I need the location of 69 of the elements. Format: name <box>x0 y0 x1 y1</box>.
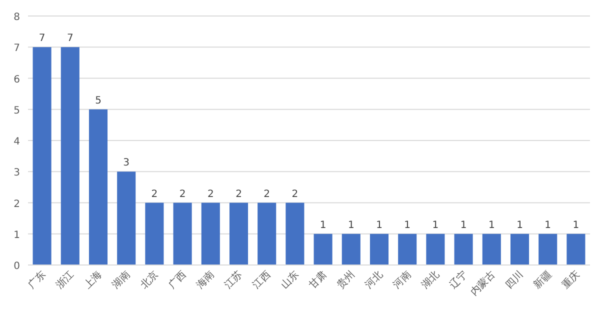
data-label: 1 <box>376 220 382 231</box>
y-tick-label: 8 <box>14 12 20 23</box>
bar <box>60 47 80 265</box>
data-label: 2 <box>179 188 186 200</box>
data-label: 7 <box>66 33 74 44</box>
x-tick-label: 北京 <box>138 268 161 292</box>
y-tick-label: 0 <box>14 261 20 272</box>
bar <box>117 172 136 265</box>
data-label: 5 <box>95 95 102 106</box>
data-label: 2 <box>236 188 242 200</box>
bar <box>145 202 164 265</box>
data-label: 1 <box>348 220 354 231</box>
y-tick-label: 1 <box>14 230 20 241</box>
bar <box>342 234 360 265</box>
y-tick-label: 4 <box>14 136 20 148</box>
data-label: 1 <box>432 220 439 231</box>
bar <box>201 202 220 265</box>
bar <box>229 202 248 265</box>
data-label: 1 <box>404 220 411 231</box>
y-tick-label: 6 <box>14 74 20 86</box>
x-tick-label: 河北 <box>362 268 386 292</box>
x-tick-label: 新疆 <box>531 268 554 292</box>
x-tick-label: 江西 <box>250 268 273 292</box>
bar <box>286 202 304 265</box>
x-tick-label: 河南 <box>390 268 414 292</box>
data-label: 1 <box>320 220 326 231</box>
bar <box>370 234 389 265</box>
data-label: 1 <box>516 220 523 231</box>
data-label: 1 <box>488 220 495 231</box>
x-tick-label: 广东 <box>26 268 48 292</box>
bar <box>426 234 445 265</box>
data-label: 2 <box>292 188 298 200</box>
x-tick-label: 贵州 <box>334 268 358 292</box>
data-label: 2 <box>264 188 270 200</box>
bar <box>398 234 417 265</box>
x-tick-label: 上海 <box>82 268 104 292</box>
data-label: 1 <box>460 220 467 231</box>
y-tick-label: 2 <box>14 198 20 210</box>
x-tick-label: 江苏 <box>222 268 245 292</box>
x-tick-label: 辽宁 <box>447 268 470 292</box>
bar <box>258 202 276 265</box>
data-label: 7 <box>38 33 46 44</box>
x-tick-label: 重庆 <box>559 268 582 292</box>
data-label: 2 <box>151 188 158 200</box>
x-tick-label: 四川 <box>503 268 526 292</box>
x-tick-label: 广西 <box>166 268 189 292</box>
bar <box>88 109 108 265</box>
x-tick-label: 甘肃 <box>306 268 330 292</box>
x-tick-label: 内蒙古 <box>468 268 498 298</box>
bar <box>173 202 192 265</box>
data-label: 2 <box>207 188 214 200</box>
y-tick-label: 3 <box>14 168 20 179</box>
bar <box>314 234 332 265</box>
y-tick-label: 7 <box>14 43 20 54</box>
x-tick-label: 浙江 <box>54 268 76 292</box>
data-label: 1 <box>544 220 552 231</box>
x-tick-label: 湖北 <box>418 268 442 292</box>
bar <box>482 234 501 265</box>
x-tick-label: 山东 <box>278 268 302 292</box>
bar <box>32 47 52 265</box>
x-tick-label: 湖南 <box>110 268 132 292</box>
bar <box>538 234 558 265</box>
bar <box>454 234 473 265</box>
data-label: 3 <box>123 158 130 169</box>
data-label: 1 <box>572 220 580 231</box>
x-tick-label: 海南 <box>194 268 217 292</box>
y-tick-label: 5 <box>14 105 20 116</box>
bar <box>566 234 586 265</box>
bar <box>510 234 530 265</box>
